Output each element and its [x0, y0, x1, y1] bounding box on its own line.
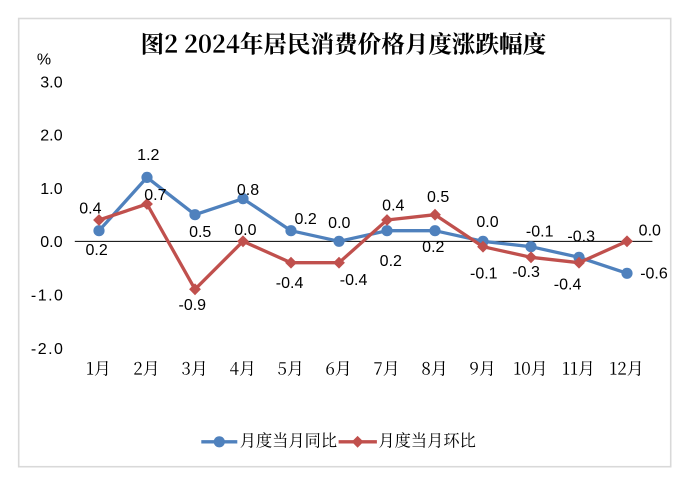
svg-text:-0.1: -0.1	[470, 266, 498, 283]
svg-text:0.7: 0.7	[144, 187, 166, 204]
svg-text:0.0: 0.0	[40, 234, 62, 251]
svg-text:-0.1: -0.1	[526, 223, 554, 240]
svg-text:0.2: 0.2	[422, 239, 444, 256]
svg-text:-0.6: -0.6	[640, 266, 668, 283]
svg-text:0.0: 0.0	[234, 222, 256, 239]
svg-text:-0.3: -0.3	[567, 229, 595, 246]
svg-text:-0.4: -0.4	[554, 277, 582, 294]
svg-text:%: %	[37, 51, 51, 68]
svg-text:0.4: 0.4	[382, 198, 404, 215]
svg-text:0.0: 0.0	[476, 214, 498, 231]
svg-text:-0.4: -0.4	[276, 275, 304, 292]
svg-text:3.0: 3.0	[40, 74, 62, 91]
svg-text:1.2: 1.2	[137, 147, 159, 164]
svg-text:-0.3: -0.3	[512, 264, 540, 281]
svg-text:-0.9: -0.9	[179, 297, 207, 314]
svg-text:0.5: 0.5	[427, 189, 449, 206]
svg-text:0.0: 0.0	[328, 215, 350, 232]
svg-text:0.8: 0.8	[237, 182, 259, 199]
svg-text:-0.4: -0.4	[340, 272, 368, 289]
svg-text:0.0: 0.0	[639, 223, 661, 240]
svg-text:0.5: 0.5	[189, 224, 211, 241]
svg-text:0.2: 0.2	[85, 242, 107, 259]
svg-text:1.0: 1.0	[40, 181, 62, 198]
svg-text:0.4: 0.4	[79, 200, 101, 217]
svg-text:0.2: 0.2	[380, 253, 402, 270]
svg-text:0.2: 0.2	[294, 211, 316, 228]
svg-text:2.0: 2.0	[40, 128, 62, 145]
